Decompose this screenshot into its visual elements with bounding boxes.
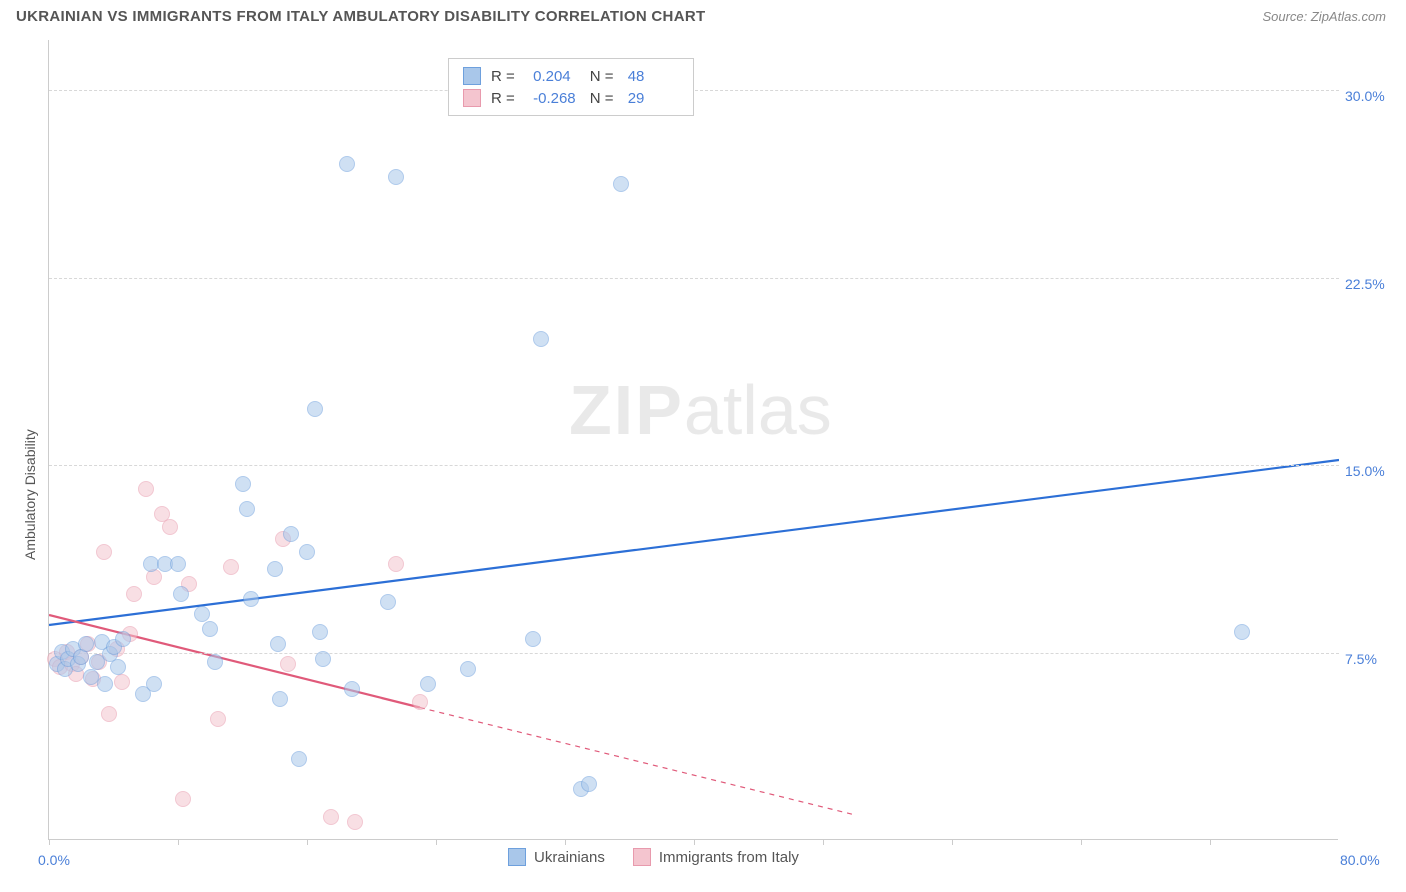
gridline <box>49 653 1339 654</box>
data-point <box>291 751 307 767</box>
n-label: N = <box>590 68 614 85</box>
x-tick <box>1081 839 1082 845</box>
data-point <box>173 586 189 602</box>
legend-swatch <box>633 848 651 866</box>
data-point <box>243 591 259 607</box>
data-point <box>412 694 428 710</box>
x-tick <box>823 839 824 845</box>
data-point <box>581 776 597 792</box>
data-point <box>78 636 94 652</box>
series-legend-item: Ukrainians <box>508 848 605 866</box>
x-tick <box>694 839 695 845</box>
data-point <box>202 621 218 637</box>
data-point <box>420 676 436 692</box>
data-point <box>270 636 286 652</box>
x-tick <box>1210 839 1211 845</box>
data-point <box>162 519 178 535</box>
data-point <box>115 631 131 647</box>
data-point <box>114 674 130 690</box>
data-point <box>525 631 541 647</box>
r-label: R = <box>491 68 515 85</box>
data-point <box>239 501 255 517</box>
data-point <box>101 706 117 722</box>
data-point <box>613 176 629 192</box>
x-tick <box>49 839 50 845</box>
data-point <box>1234 624 1250 640</box>
chart-title: UKRAINIAN VS IMMIGRANTS FROM ITALY AMBUL… <box>16 8 705 25</box>
data-point <box>110 659 126 675</box>
data-point <box>307 401 323 417</box>
x-axis-max-label: 80.0% <box>1340 852 1380 868</box>
n-label: N = <box>590 90 614 107</box>
data-point <box>380 594 396 610</box>
data-point <box>283 526 299 542</box>
x-axis-origin-label: 0.0% <box>38 852 70 868</box>
y-tick-label: 7.5% <box>1345 651 1377 667</box>
watermark-atlas: atlas <box>684 371 832 449</box>
n-value: 29 <box>624 90 679 107</box>
y-tick-label: 22.5% <box>1345 276 1385 292</box>
series-legend-item: Immigrants from Italy <box>633 848 799 866</box>
x-tick <box>952 839 953 845</box>
correlation-legend-row: R = 0.204 N = 48 <box>463 65 679 87</box>
chart-header: UKRAINIAN VS IMMIGRANTS FROM ITALY AMBUL… <box>0 0 1406 33</box>
correlation-legend-row: R = -0.268 N = 29 <box>463 87 679 109</box>
chart-source: Source: ZipAtlas.com <box>1262 9 1386 24</box>
watermark: ZIPatlas <box>569 370 832 450</box>
y-tick-label: 15.0% <box>1345 463 1385 479</box>
data-point <box>146 676 162 692</box>
data-point <box>347 814 363 830</box>
gridline <box>49 90 1339 91</box>
data-point <box>267 561 283 577</box>
data-point <box>272 691 288 707</box>
correlation-legend: R = 0.204 N = 48 R = -0.268 N = 29 <box>448 58 694 116</box>
series-legend-label: Immigrants from Italy <box>659 849 799 866</box>
data-point <box>223 559 239 575</box>
data-point <box>312 624 328 640</box>
data-point <box>280 656 296 672</box>
data-point <box>315 651 331 667</box>
data-point <box>210 711 226 727</box>
data-point <box>533 331 549 347</box>
watermark-zip: ZIP <box>569 371 684 449</box>
data-point <box>138 481 154 497</box>
legend-swatch <box>463 89 481 107</box>
legend-swatch <box>508 848 526 866</box>
series-legend: Ukrainians Immigrants from Italy <box>508 848 799 866</box>
r-value: 0.204 <box>525 68 580 85</box>
data-point <box>194 606 210 622</box>
gridline <box>49 278 1339 279</box>
x-tick <box>436 839 437 845</box>
legend-swatch <box>463 67 481 85</box>
data-point <box>344 681 360 697</box>
gridline <box>49 465 1339 466</box>
data-point <box>235 476 251 492</box>
regression-line <box>420 708 855 816</box>
chart-area: Ambulatory Disability ZIPatlas 7.5%15.0%… <box>48 40 1388 840</box>
data-point <box>460 661 476 677</box>
r-label: R = <box>491 90 515 107</box>
x-tick <box>178 839 179 845</box>
data-point <box>97 676 113 692</box>
series-legend-label: Ukrainians <box>534 849 605 866</box>
regression-lines <box>49 40 1339 840</box>
data-point <box>96 544 112 560</box>
data-point <box>299 544 315 560</box>
data-point <box>175 791 191 807</box>
x-tick <box>307 839 308 845</box>
plot-region: ZIPatlas 7.5%15.0%22.5%30.0% <box>48 40 1338 840</box>
r-value: -0.268 <box>525 90 580 107</box>
data-point <box>323 809 339 825</box>
y-tick-label: 30.0% <box>1345 88 1385 104</box>
data-point <box>388 169 404 185</box>
data-point <box>126 586 142 602</box>
n-value: 48 <box>624 68 679 85</box>
data-point <box>388 556 404 572</box>
x-tick <box>565 839 566 845</box>
y-axis-title: Ambulatory Disability <box>22 429 38 560</box>
data-point <box>339 156 355 172</box>
data-point <box>207 654 223 670</box>
data-point <box>170 556 186 572</box>
